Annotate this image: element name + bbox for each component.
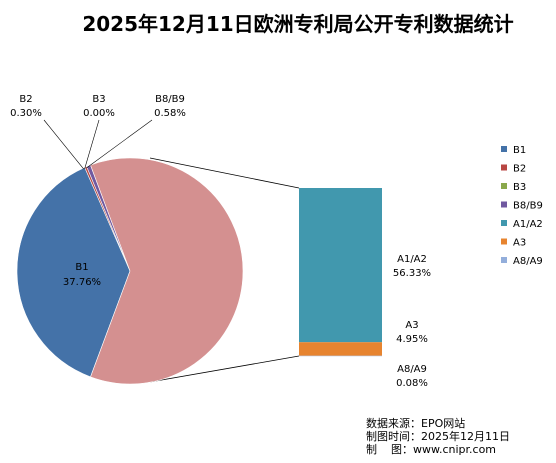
author-line: 制 图：www.cnipr.com [366,443,510,456]
legend-label-a1-a2: A1/A2 [513,219,543,230]
legend-label-a8-a9: A8/A9 [513,256,543,267]
legend-label-b2: B2 [513,164,526,175]
data-label-a3-value: 4.95% [396,334,428,345]
data-label-a1-a2-value: 56.33% [393,268,431,279]
date-line: 制图时间：2025年12月11日 [366,430,510,443]
bar-segment-a1-a2 [299,188,382,342]
legend-label-a3: A3 [513,238,526,249]
legend-swatch-b1 [501,146,507,152]
data-label-b2-name: B2 [19,94,32,105]
source-line: 数据来源：EPO网站 [366,417,510,430]
data-label-b2-value: 0.30% [10,108,42,119]
bar-segment-a3 [299,342,382,356]
source-note: 数据来源：EPO网站 制图时间：2025年12月11日 制 图：www.cnip… [366,417,510,456]
legend-label-b3: B3 [513,182,526,193]
leader-line-b3 [85,120,99,169]
legend: B1 B2 B3 B8/B9 A1/A2 A3 A8/A9 [501,145,543,267]
pie [17,158,243,384]
legend-label-b8-b9: B8/B9 [513,201,543,212]
data-label-b8-b9-value: 0.58% [154,108,186,119]
data-label-a8-a9-name: A8/A9 [397,364,427,375]
legend-label-b1: B1 [513,145,526,156]
data-label-b1-value: 37.76% [63,277,101,288]
data-label-b1-name: B1 [75,262,88,273]
leader-line-b2 [44,120,84,169]
legend-swatch-b8-b9 [501,202,507,208]
data-label-b8-b9-name: B8/B9 [155,94,185,105]
stacked-bar [299,188,382,356]
data-label-a8-a9-value: 0.08% [396,378,428,389]
data-label-b3-name: B3 [92,94,105,105]
data-label-a3-name: A3 [405,320,418,331]
legend-swatch-a8-a9 [501,257,507,263]
legend-swatch-b3 [501,183,507,189]
data-label-a1-a2-name: A1/A2 [397,254,427,265]
legend-swatch-b2 [501,165,507,171]
legend-swatch-a3 [501,239,507,245]
legend-swatch-a1-a2 [501,220,507,226]
data-label-b3-value: 0.00% [83,108,115,119]
